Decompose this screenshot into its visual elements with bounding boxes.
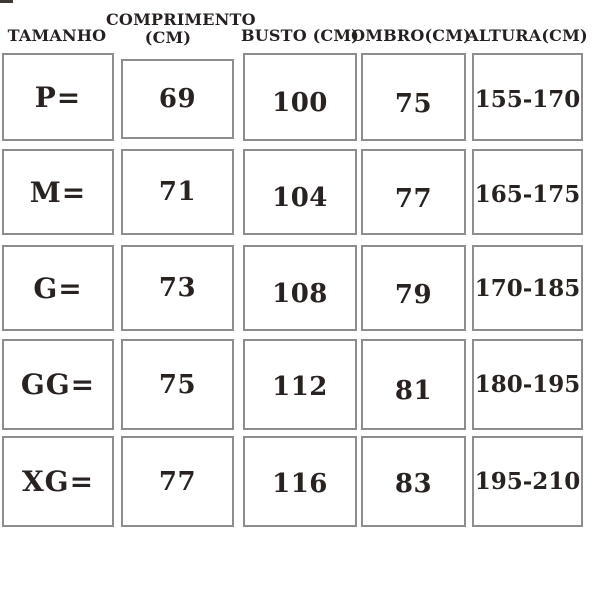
- cell-m-tamanho: M=: [2, 149, 114, 235]
- cell-p-busto: 100: [243, 53, 357, 141]
- cell-text: GG=: [20, 368, 96, 401]
- column-header-altura: ALTURA(CM): [466, 26, 588, 45]
- cell-xg-altura: 195-210: [472, 436, 583, 527]
- cell-text: 104: [272, 183, 328, 213]
- cell-text: 77: [394, 184, 433, 214]
- cell-text: 73: [158, 273, 197, 303]
- cell-g-altura: 170-185: [472, 245, 583, 331]
- cell-gg-ombro: 81: [361, 339, 466, 430]
- cell-m-comprimento: 71: [121, 149, 234, 235]
- cell-text: G=: [33, 271, 83, 305]
- cell-g-comprimento: 73: [121, 245, 234, 331]
- cell-text: 69: [158, 84, 197, 114]
- cell-text: 75: [394, 89, 433, 119]
- cell-xg-comprimento: 77: [121, 436, 234, 527]
- cell-gg-tamanho: GG=: [2, 339, 114, 430]
- cell-g-ombro: 79: [361, 245, 466, 331]
- column-header-comprimento: COMPRIMENTO (CM): [106, 10, 256, 48]
- cell-p-ombro: 75: [361, 53, 466, 141]
- cell-g-busto: 108: [243, 245, 357, 331]
- cell-text: 81: [394, 375, 433, 406]
- column-header-busto: BUSTO (CM): [240, 26, 360, 45]
- cell-gg-comprimento: 75: [121, 339, 234, 430]
- cell-m-ombro: 77: [361, 149, 466, 235]
- column-header-tamanho: TAMANHO: [7, 26, 107, 45]
- cell-text: 195-210: [474, 468, 581, 495]
- cell-p-altura: 155-170: [472, 53, 583, 141]
- cell-text: 79: [394, 280, 433, 310]
- cell-gg-altura: 180-195: [472, 339, 583, 430]
- cell-text: 155-170: [474, 85, 581, 113]
- cell-text: 100: [272, 88, 328, 118]
- cell-text: 116: [272, 468, 328, 499]
- cell-text: 83: [394, 468, 433, 499]
- cell-text: XG=: [21, 465, 95, 498]
- cell-g-tamanho: G=: [2, 245, 114, 331]
- cell-text: 108: [272, 279, 328, 309]
- cell-text: 71: [158, 177, 197, 207]
- cell-text: P=: [34, 80, 82, 114]
- cell-text: 75: [158, 369, 197, 400]
- cell-text: M=: [29, 175, 87, 209]
- cell-gg-busto: 112: [243, 339, 357, 430]
- column-header-ombro: OMBRO(CM): [351, 26, 471, 45]
- cell-text: 77: [158, 466, 197, 497]
- cell-xg-tamanho: XG=: [2, 436, 114, 527]
- cell-xg-ombro: 83: [361, 436, 466, 527]
- cell-xg-busto: 116: [243, 436, 357, 527]
- cell-p-tamanho: P=: [2, 53, 114, 141]
- cell-p-comprimento: 69: [121, 59, 234, 139]
- cell-text: 170-185: [474, 274, 581, 302]
- cell-m-altura: 165-175: [472, 149, 583, 235]
- cell-m-busto: 104: [243, 149, 357, 235]
- cell-text: 112: [272, 371, 328, 402]
- scan-artifact-top-left: [0, 0, 13, 3]
- cell-text: 180-195: [474, 371, 581, 398]
- cell-text: 165-175: [474, 180, 581, 208]
